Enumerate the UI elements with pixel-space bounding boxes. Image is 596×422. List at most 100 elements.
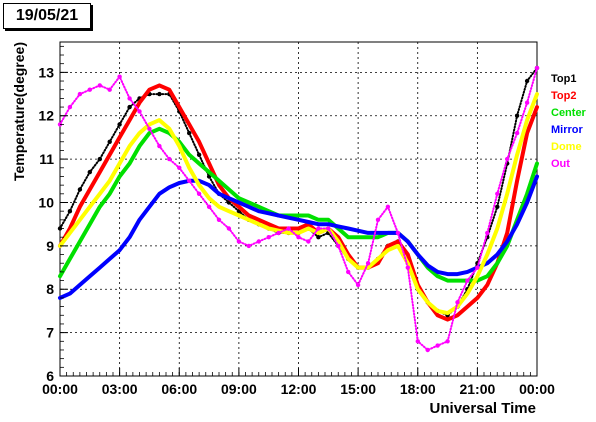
data-point: [445, 339, 450, 344]
legend: Top1 Top2 Center Mirror Dome Out: [551, 73, 587, 170]
data-point: [415, 339, 420, 344]
data-point: [475, 265, 480, 270]
data-point: [346, 269, 351, 275]
y-tick-label: 9: [46, 238, 54, 254]
data-point: [107, 139, 112, 144]
y-axis-label: Temperature(degree): [11, 42, 27, 181]
data-point: [524, 78, 530, 84]
legend-entry-top2: Top2: [551, 90, 576, 102]
data-point: [375, 217, 381, 222]
y-tick-label: 7: [46, 325, 54, 341]
series-out: [57, 65, 540, 353]
y-tick-label: 8: [46, 281, 54, 297]
data-point: [316, 235, 321, 240]
x-axis-label: Universal Time: [430, 400, 536, 417]
data-point: [485, 230, 490, 236]
x-tick-label: 09:00: [221, 381, 257, 397]
data-point: [97, 83, 103, 88]
axes: 6 7 8 9 10 11 12 13 00:00 03:00 06:00 09:00 12:00 15:…: [38, 45, 555, 397]
x-tick-label: 06:00: [161, 381, 197, 397]
x-tick-label: 18:00: [400, 381, 436, 397]
data-point: [256, 239, 261, 244]
date-label: 19/05/21: [3, 3, 91, 29]
data-point: [236, 239, 242, 244]
data-point: [524, 100, 530, 105]
y-tick-label: 13: [38, 64, 54, 80]
data-point: [196, 191, 202, 196]
data-point: [157, 91, 162, 97]
data-point: [306, 239, 311, 244]
data-point: [465, 278, 470, 283]
data-point: [87, 169, 93, 175]
series-layer: [57, 65, 540, 353]
data-point: [276, 230, 281, 236]
series-dome: [58, 92, 539, 316]
data-point: [495, 191, 500, 196]
data-point: [137, 109, 142, 114]
data-point: [97, 156, 103, 162]
y-tick-label: 12: [38, 108, 54, 124]
series-line: [58, 174, 539, 300]
legend-entry-dome: Dome: [551, 141, 582, 153]
legend-entry-out: Out: [551, 158, 570, 170]
data-point: [286, 226, 291, 231]
legend-entry-center: Center: [551, 107, 587, 119]
data-point: [514, 113, 520, 118]
data-point: [355, 282, 361, 288]
data-point: [336, 243, 341, 249]
data-point: [187, 178, 192, 183]
data-point: [326, 226, 331, 231]
data-point: [316, 226, 321, 231]
data-point: [196, 152, 202, 157]
data-point: [77, 91, 83, 97]
data-point: [127, 96, 132, 101]
data-point: [157, 143, 162, 149]
series-line: [58, 92, 539, 316]
data-point: [395, 230, 401, 236]
data-point: [405, 265, 410, 270]
x-tick-label: 15:00: [340, 381, 376, 397]
data-point: [266, 235, 271, 240]
data-point: [187, 130, 192, 136]
x-tick-label: 00:00: [519, 381, 555, 397]
data-point: [177, 165, 182, 170]
x-tick-label: 00:00: [42, 381, 78, 397]
data-point: [505, 156, 510, 162]
data-point: [127, 104, 132, 110]
series-top2: [58, 83, 539, 322]
series-line: [58, 83, 539, 322]
data-point: [296, 235, 301, 240]
data-point: [226, 226, 232, 231]
y-tick-label: 6: [46, 368, 54, 384]
series-line: [58, 126, 539, 283]
data-point: [167, 156, 172, 162]
x-tick-label: 03:00: [102, 381, 138, 397]
data-point: [435, 343, 440, 348]
data-point: [147, 126, 152, 131]
data-point: [117, 122, 122, 127]
x-tick-label: 12:00: [281, 381, 317, 397]
data-point: [216, 217, 222, 222]
data-point: [495, 204, 500, 209]
data-point: [455, 300, 460, 305]
series-center: [58, 126, 539, 283]
data-point: [365, 261, 371, 266]
data-point: [77, 187, 83, 192]
data-point: [67, 209, 73, 214]
data-point: [206, 204, 212, 209]
legend-entry-top1: Top1: [551, 73, 576, 85]
data-point: [425, 347, 430, 353]
data-point: [534, 65, 540, 71]
y-tick-label: 11: [39, 151, 54, 167]
series-mirror: [58, 174, 539, 300]
x-tick-label: 21:00: [459, 381, 495, 397]
data-point: [87, 87, 93, 92]
y-tick-label: 10: [38, 194, 54, 210]
data-point: [385, 204, 391, 209]
data-point: [67, 104, 73, 110]
data-point: [117, 74, 122, 79]
data-point: [246, 243, 251, 249]
data-point: [107, 87, 112, 92]
legend-entry-mirror: Mirror: [551, 124, 584, 136]
